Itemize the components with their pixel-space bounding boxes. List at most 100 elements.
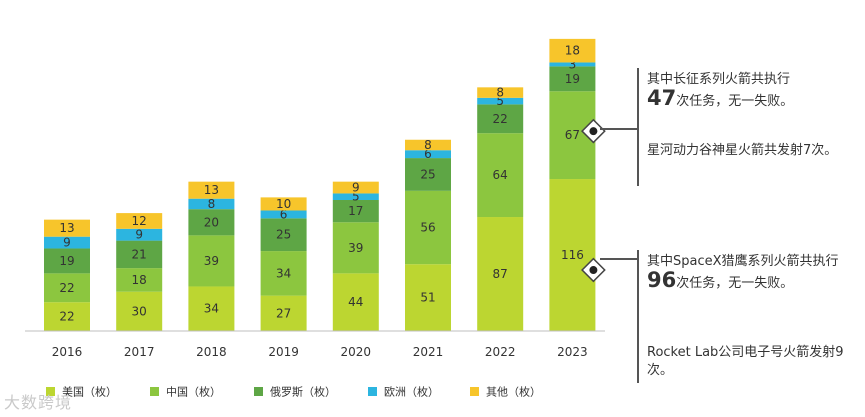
legend-label-s0: 美国（枚） (62, 385, 117, 399)
legend-swatch-s3 (368, 387, 377, 396)
data-label-2019-s0: 27 (276, 306, 291, 320)
legend-swatch-s4 (470, 387, 479, 396)
legend-swatch-s1 (150, 387, 159, 396)
data-label-2022-s4: 8 (496, 86, 504, 100)
bar-segment-2020-s1 (332, 222, 379, 274)
bar-segment-2018-s3 (188, 198, 235, 210)
bar-segment-2017-s0 (116, 291, 163, 331)
bar-segment-2018-s4 (188, 181, 235, 199)
x-tick-label-2017: 2017 (124, 345, 155, 359)
x-tick-label-2021: 2021 (413, 345, 444, 359)
annotation-falcon-number: 96 (647, 268, 677, 292)
data-label-2021-s4: 8 (424, 138, 432, 152)
bar-segment-2020-s2 (332, 200, 379, 223)
annotation-long-march-rest: 次任务，无一失败。 (676, 94, 794, 109)
bar-segment-2017-s4 (116, 213, 163, 229)
data-label-2020-s1: 39 (348, 241, 363, 255)
x-tick-label-2020: 2020 (341, 345, 372, 359)
annotation-ceres: 星河动力谷神星火箭共发射7次。 (647, 143, 838, 158)
data-label-2016-s3: 9 (63, 236, 71, 250)
data-label-2023-s4: 18 (565, 44, 580, 58)
annotation-long-march-line1: 其中长征系列火箭共执行 (647, 72, 791, 87)
data-label-2021-s2: 25 (420, 167, 435, 181)
legend-swatch-s0 (46, 387, 55, 396)
annotation-markers (581, 118, 606, 283)
data-label-2017-s0: 30 (132, 304, 147, 318)
x-tick-label-2019: 2019 (268, 345, 299, 359)
legend-label-s4: 其他（枚） (486, 385, 541, 399)
watermark-text: 大数跨境 (4, 393, 73, 412)
bar-segment-2020-s3 (332, 193, 379, 200)
data-label-2023-s0: 116 (561, 248, 584, 262)
x-tick-label-2022: 2022 (485, 345, 516, 359)
data-label-2017-s3: 9 (135, 228, 143, 242)
bar-segment-2020-s0 (332, 273, 379, 331)
data-label-2021-s0: 51 (420, 291, 435, 305)
bar-segment-2023-s3 (549, 62, 596, 67)
data-label-2023-s3: 3 (569, 57, 577, 71)
legend-label-s1: 中国（枚） (166, 385, 221, 399)
data-label-2018-s1: 39 (204, 254, 219, 268)
legend-label-s2: 俄罗斯（枚） (270, 385, 336, 399)
bar-segment-2016-s0 (44, 302, 90, 331)
data-label-2017-s2: 21 (132, 247, 147, 261)
bar-segment-2016-s4 (44, 219, 90, 237)
annotation-marker-dot-0 (589, 127, 598, 136)
bar-segment-2021-s0 (405, 264, 451, 331)
bar-segment-2018-s0 (188, 286, 235, 331)
legend: 美国（枚） 中国（枚） 俄罗斯（枚） 欧洲（枚） 其他（枚） (46, 385, 541, 399)
bar-segment-2021-s2 (405, 158, 451, 191)
data-label-2022-s1: 64 (493, 168, 508, 182)
data-label-2018-s4: 13 (204, 183, 219, 197)
data-label-2023-s1: 67 (565, 128, 580, 142)
bar-segment-2016-s2 (44, 248, 90, 274)
bar-segment-2019-s0 (260, 295, 307, 331)
annotation-bracket-bottom (637, 250, 639, 383)
bar-segment-2021-s4 (405, 139, 451, 151)
data-label-2016-s4: 13 (59, 221, 74, 235)
x-tick-label-2023: 2023 (557, 345, 588, 359)
bar-segment-2022-s0 (477, 217, 524, 331)
bar-segment-2017-s3 (116, 228, 163, 241)
data-label-2021-s3: 6 (424, 147, 432, 161)
legend-label-s3: 欧洲（枚） (384, 385, 439, 399)
data-label-2017-s1: 18 (132, 273, 147, 287)
annotation-rocket-lab: Rocket Lab公司电子号火箭发射9次。 (647, 345, 844, 378)
annotation-connector-top (600, 128, 638, 130)
bar-segment-2019-s2 (260, 218, 307, 252)
bar-segment-2019-s3 (260, 210, 307, 219)
annotation-long-march-number: 47 (647, 86, 677, 110)
data-label-2020-s3: 5 (352, 190, 360, 204)
bar-segment-2019-s4 (260, 197, 307, 211)
data-label-2016-s1: 22 (59, 281, 74, 295)
data-label-2019-s1: 34 (276, 266, 291, 280)
data-label-2016-s0: 22 (59, 310, 74, 324)
bar-segment-2023-s0 (549, 179, 596, 331)
data-label-2016-s2: 19 (59, 254, 74, 268)
x-tick-label-2016: 2016 (52, 345, 83, 359)
bars-group: 2222199133018219123439208132734256104439… (44, 38, 596, 331)
bar-segment-2022-s4 (477, 87, 524, 98)
data-label-2019-s3: 6 (280, 207, 288, 221)
data-label-2018-s2: 20 (204, 215, 219, 229)
annotation-falcon: 其中SpaceX猎鹰系列火箭共执行96次任务，无一失败。 (647, 253, 852, 293)
bar-segment-2018-s1 (188, 235, 235, 287)
data-label-2017-s4: 12 (132, 214, 147, 228)
annotation-falcon-rest: 次任务，无一失败。 (676, 276, 794, 291)
data-label-2020-s2: 17 (348, 204, 363, 218)
data-label-2021-s1: 56 (420, 221, 435, 235)
data-label-2022-s3: 5 (496, 94, 504, 108)
annotation-marker-dot-1 (589, 266, 598, 275)
x-axis-labels: 2016 2017 2018 2019 2020 2021 2022 2023 (52, 345, 588, 359)
data-label-2020-s0: 44 (348, 295, 363, 309)
bar-segment-2023-s2 (549, 66, 596, 92)
bar-segment-2017-s2 (116, 240, 163, 269)
annotation-connector-bottom (600, 258, 638, 260)
data-label-2022-s0: 87 (493, 267, 508, 281)
x-tick-label-2018: 2018 (196, 345, 227, 359)
data-label-2019-s2: 25 (276, 228, 291, 242)
data-label-2023-s2: 19 (565, 72, 580, 86)
bar-segment-2022-s3 (477, 97, 524, 105)
annotation-long-march: 其中长征系列火箭共执行 47次任务，无一失败。 (647, 71, 852, 111)
